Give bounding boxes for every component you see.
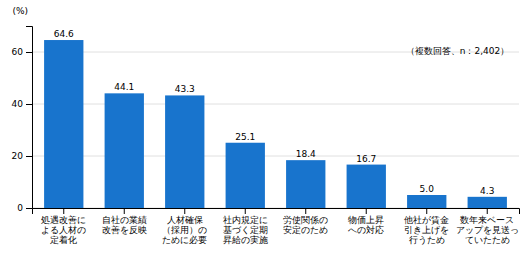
y-tick-label: 40 (12, 99, 24, 109)
x-tick-label: 数年来ベースアップを見送っていたため (456, 215, 519, 245)
bar (105, 93, 144, 208)
bars (44, 40, 507, 208)
y-tick-mark (26, 104, 32, 105)
x-tick-label: 処遇改善による人材の定着化 (41, 215, 86, 245)
x-tick-mark (487, 208, 488, 214)
x-tick-mark (184, 208, 185, 214)
x-tick-label: 人材確保（採用）のために必要 (162, 215, 207, 245)
bar (165, 95, 204, 208)
x-tick-label-line: 定着化 (50, 235, 77, 245)
x-tick: 物価上昇への対応 (348, 208, 384, 235)
bar (347, 165, 386, 208)
data-label: 16.7 (356, 154, 376, 164)
x-tick-label-line: 人材確保 (167, 215, 203, 225)
x-tick-label-line: 社内規定に (223, 215, 268, 225)
chart: 0204060処遇改善による人材の定着化自社の業績改善を反映人材確保（採用）のた… (0, 0, 529, 254)
y-tick-label: 0 (17, 203, 23, 213)
data-label: 4.3 (480, 186, 494, 196)
data-label: 64.6 (54, 29, 74, 39)
x-tick-label-line: （採用）の (162, 225, 207, 235)
bar (286, 160, 325, 208)
x-tick-label-line: アップを見送っ (456, 225, 519, 235)
x-tick: 他社が賃金引き上げを行うため (404, 208, 449, 245)
y-axis-line (26, 27, 33, 209)
bar (407, 195, 446, 208)
x-tick: 労使関係の安定のため (283, 208, 328, 235)
y-tick-mark (26, 208, 32, 209)
x-tick-mark (305, 208, 306, 214)
x-tick-label-line: 労使関係の (283, 215, 328, 225)
data-label: 5.0 (420, 184, 435, 194)
x-tick-mark (124, 208, 125, 214)
data-label: 25.1 (235, 132, 255, 142)
y-tick-label: 20 (12, 151, 24, 161)
x-tick: 社内規定に基づく定期昇給の実施 (223, 208, 268, 245)
x-tick-label-line: 数年来ベース (460, 215, 514, 225)
grid (32, 52, 519, 208)
x-axis: 処遇改善による人材の定着化自社の業績改善を反映人材確保（採用）のために必要社内規… (33, 208, 520, 245)
x-tick-label-line: 基づく定期 (223, 225, 268, 235)
y-tick-label: 60 (12, 47, 24, 57)
x-tick-label-line: 自社の業績 (102, 215, 147, 225)
bar (44, 40, 83, 208)
x-tick: 数年来ベースアップを見送っていたため (456, 208, 519, 245)
x-tick-mark (245, 208, 246, 214)
x-tick: 処遇改善による人材の定着化 (41, 208, 86, 245)
plot: 0204060処遇改善による人材の定着化自社の業績改善を反映人材確保（採用）のた… (12, 27, 520, 246)
y-tick-mark (26, 156, 32, 157)
x-tick-label-line: 処遇改善に (41, 215, 86, 225)
x-tick-label-line: ていたため (465, 235, 510, 245)
x-tick-label-line: 物価上昇 (348, 215, 384, 225)
y-tick: 40 (12, 99, 32, 109)
x-tick-label: 労使関係の安定のため (283, 215, 328, 235)
x-tick-label-line: ために必要 (162, 235, 207, 245)
y-axis-title: (%) (12, 6, 28, 16)
x-tick-label: 自社の業績改善を反映 (102, 215, 147, 235)
x-tick-label: 社内規定に基づく定期昇給の実施 (223, 215, 268, 245)
data-label: 43.3 (175, 84, 195, 94)
bar (226, 143, 265, 208)
x-tick-mark (63, 208, 64, 214)
x-tick: 自社の業績改善を反映 (102, 208, 147, 235)
x-tick-mark (366, 208, 367, 214)
x-tick-mark (426, 208, 427, 214)
y-tick: 60 (12, 47, 32, 57)
annotation: （複数回答、n：2,402） (406, 46, 509, 56)
x-axis-line (33, 209, 520, 215)
x-tick-label: 物価上昇への対応 (348, 215, 384, 235)
x-tick-label-line: 昇給の実施 (223, 235, 268, 245)
x-tick: 人材確保（採用）のために必要 (162, 208, 207, 245)
y-axis: 0 20 40 60 (12, 27, 33, 214)
x-tick-label-line: 行うため (409, 235, 445, 245)
x-tick-label: 他社が賃金引き上げを行うため (404, 215, 449, 245)
bar (468, 197, 507, 208)
x-tick-label-line: 安定のため (283, 225, 328, 235)
y-tick: 0 (17, 203, 32, 213)
y-tick-mark (26, 52, 32, 53)
x-tick-label-line: への対応 (348, 225, 384, 235)
x-tick-label-line: 引き上げを (404, 225, 449, 235)
y-tick: 20 (12, 151, 32, 161)
data-label: 44.1 (114, 82, 134, 92)
x-tick-label-line: 他社が賃金 (404, 215, 449, 225)
x-tick-label-line: 改善を反映 (102, 225, 147, 235)
data-label: 18.4 (296, 149, 316, 159)
x-tick-label-line: よる人材の (41, 225, 86, 235)
